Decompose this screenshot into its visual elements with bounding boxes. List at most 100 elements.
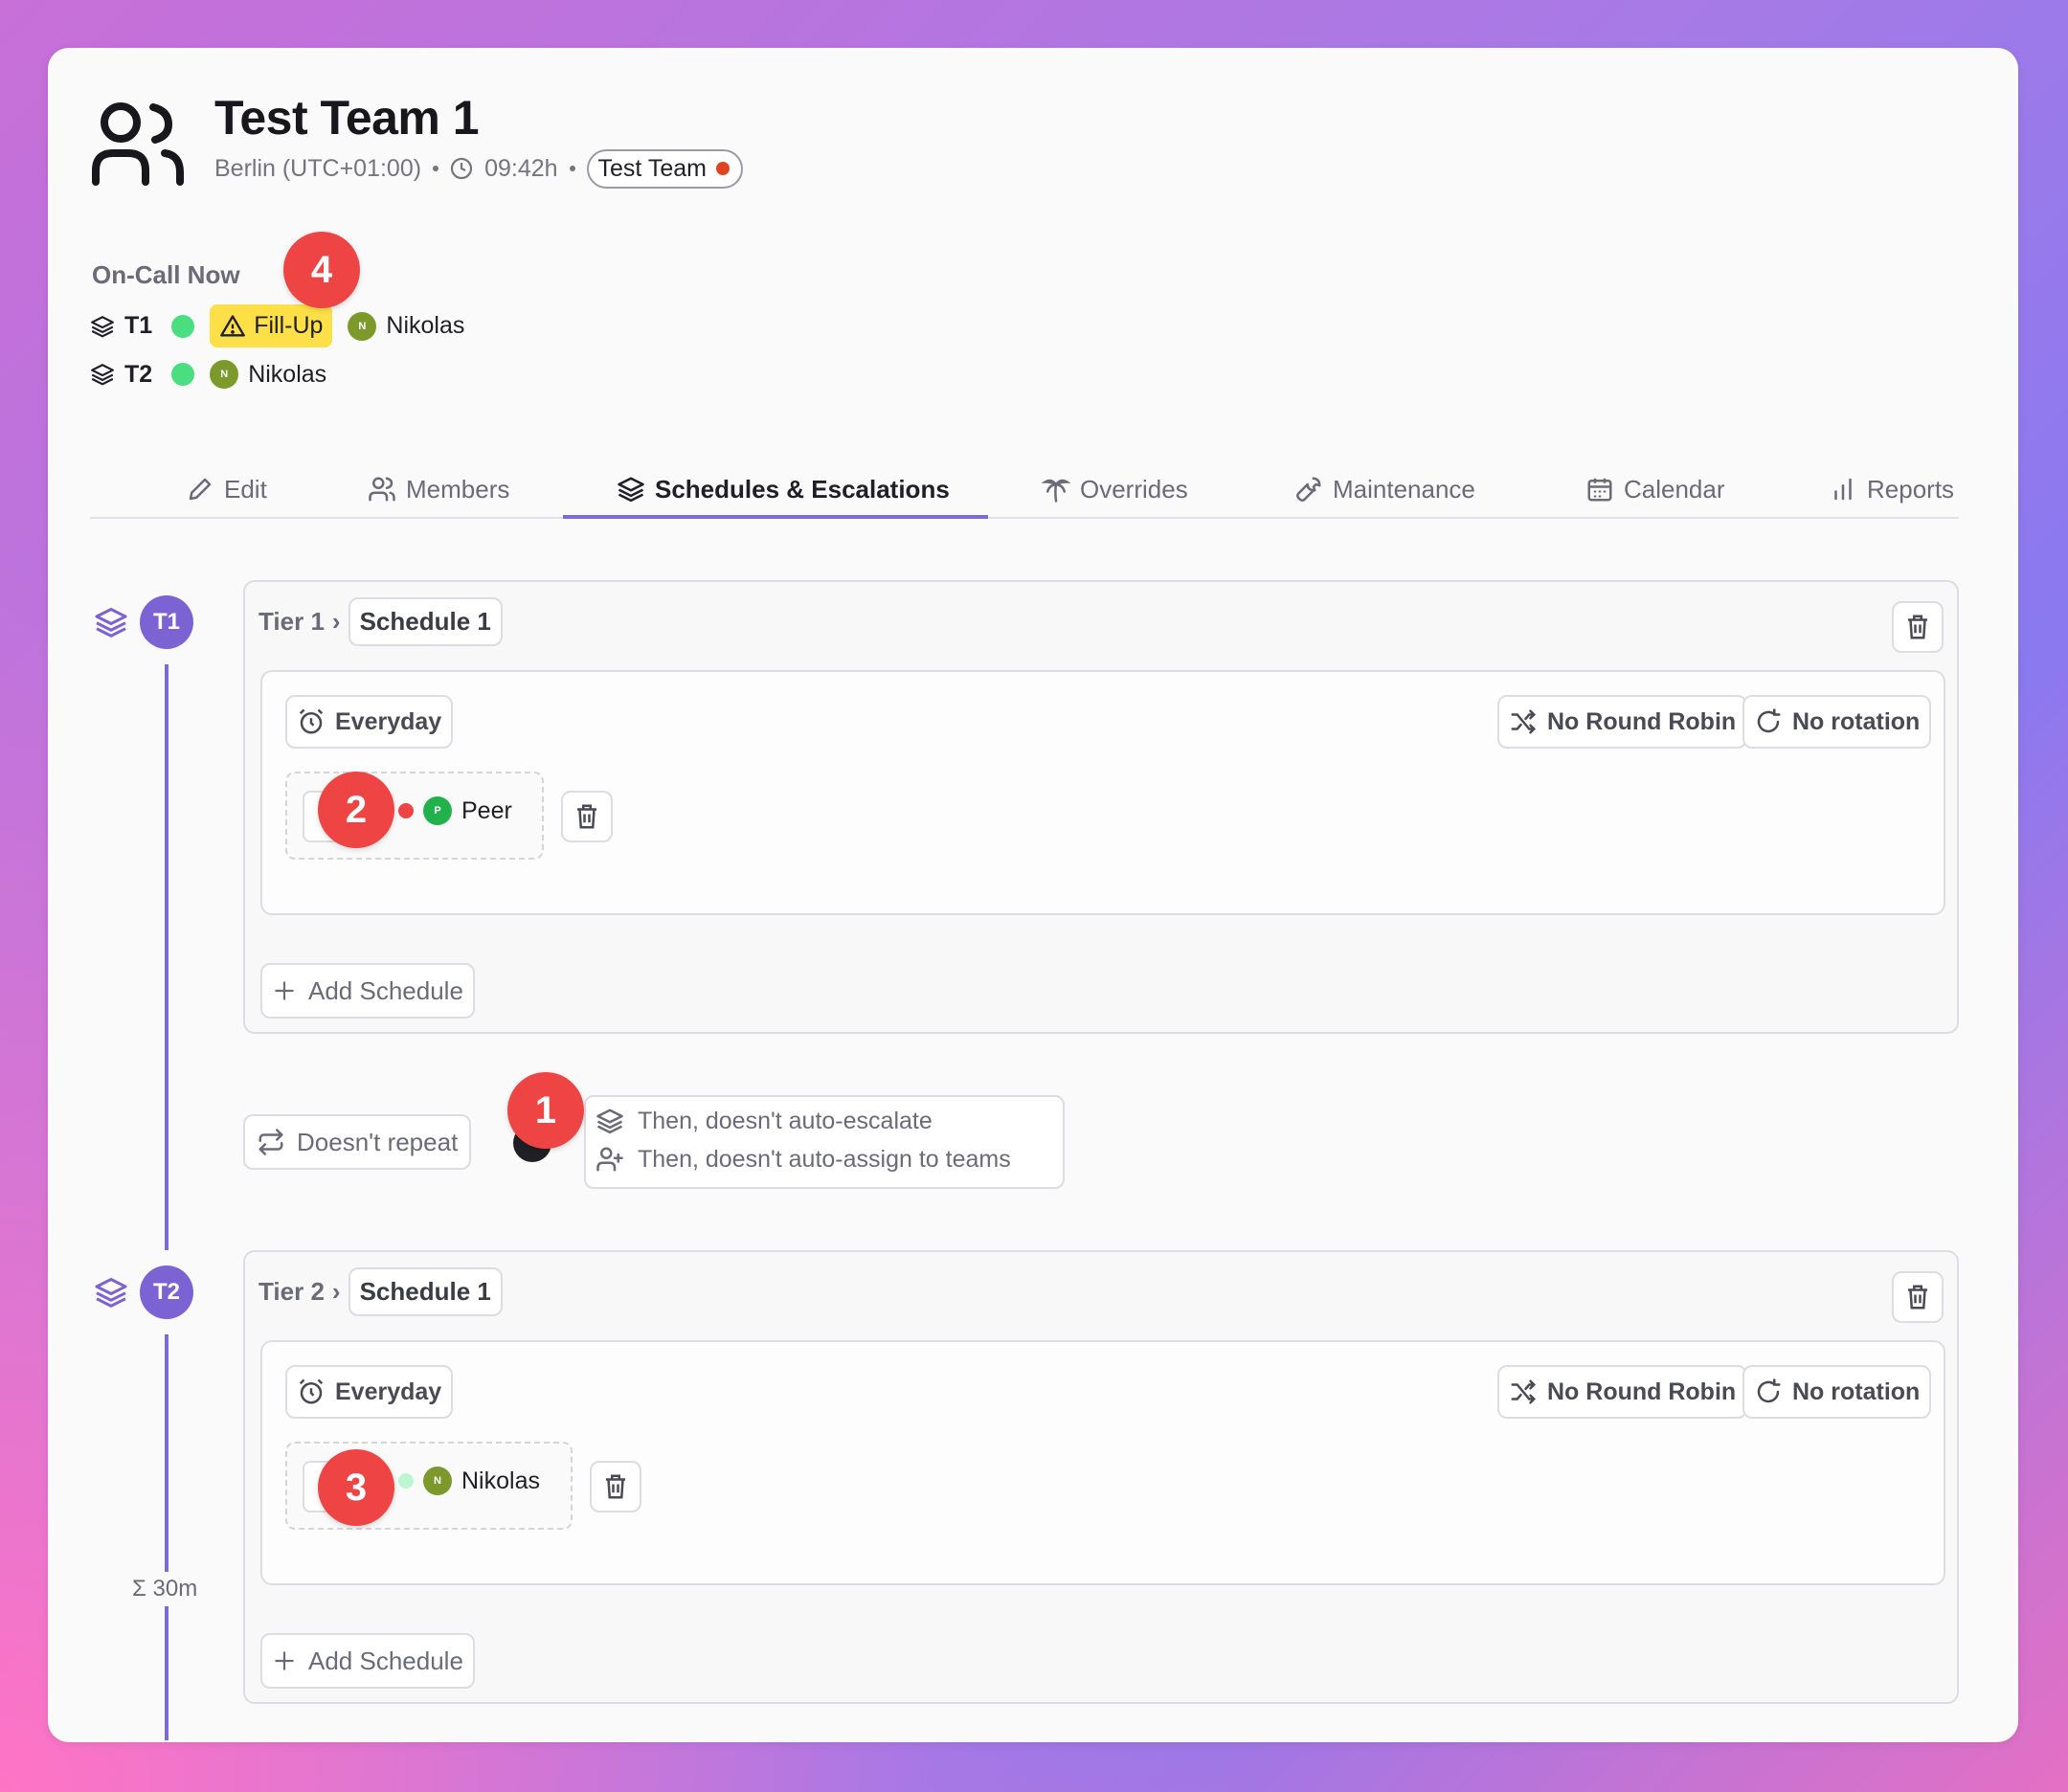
layers-icon (596, 1109, 623, 1134)
annotation-marker-3: 3 (318, 1449, 394, 1526)
rotation-button[interactable]: No rotation (1742, 1365, 1932, 1419)
layers-icon (95, 608, 127, 638)
tier-badge-t2: T2 (140, 1266, 193, 1319)
member-entry[interactable]: N Nikolas (398, 1467, 540, 1495)
repeat-label: Doesn't repeat (297, 1127, 459, 1156)
tab-edit[interactable]: Edit (186, 459, 267, 519)
add-schedule-button[interactable]: Add Schedule (260, 963, 475, 1019)
oncall-tier-name: T2 (124, 360, 153, 388)
chip-label: Everyday (335, 707, 442, 735)
tab-label: Maintenance (1333, 474, 1475, 504)
oncall-row-t2: T2 N Nikolas (90, 360, 326, 389)
member-name: Peer (461, 796, 512, 824)
rotation-button[interactable]: No rotation (1742, 695, 1932, 749)
duration-sum-label: Σ 30m (132, 1572, 198, 1606)
local-time-text: 09:42h (484, 154, 558, 182)
delete-tier-button[interactable] (1892, 601, 1944, 653)
shuffle-icon (1511, 709, 1537, 734)
status-dot (171, 363, 195, 386)
tab-overrides[interactable]: Overrides (1042, 459, 1188, 519)
schedule-name-pill[interactable]: Schedule 1 (348, 597, 503, 646)
oncall-label: On-Call Now (92, 260, 240, 289)
oncall-member-name[interactable]: Nikolas (248, 360, 327, 388)
oncall-member-name[interactable]: Nikolas (386, 312, 465, 339)
assign-text: Then, doesn't auto-assign to teams (638, 1145, 1011, 1173)
timezone-text: Berlin (UTC+01:00) (214, 154, 422, 182)
page-title: Test Team 1 (214, 91, 480, 145)
chip-label: No rotation (1792, 707, 1921, 735)
avatar: N (423, 1467, 452, 1495)
schedule-card: Everyday No Round Robin No rotation N Ni… (260, 1340, 1945, 1585)
add-schedule-label: Add Schedule (308, 975, 463, 1005)
schedule-name-pill[interactable]: Schedule 1 (348, 1267, 503, 1316)
annotation-marker-4: 4 (283, 232, 360, 308)
breadcrumb: Tier 1 › Schedule 1 (258, 597, 503, 646)
tab-members[interactable]: Members (368, 459, 509, 519)
layers-icon (618, 477, 644, 503)
trash-icon (1908, 1285, 1927, 1310)
users-icon (369, 477, 395, 502)
chevron-right-icon: › (331, 1277, 341, 1306)
calendar-icon (1587, 478, 1612, 502)
round-robin-button[interactable]: No Round Robin (1497, 1365, 1748, 1419)
delete-member-button[interactable] (590, 1461, 641, 1512)
separator-dot (569, 166, 575, 171)
tab-calendar[interactable]: Calendar (1585, 459, 1725, 519)
add-schedule-label: Add Schedule (308, 1646, 463, 1675)
trash-icon (606, 1474, 625, 1499)
tab-maintenance[interactable]: Maintenance (1294, 459, 1475, 519)
user-plus-icon (596, 1147, 623, 1172)
annotation-marker-2: 2 (318, 772, 394, 848)
repeat-icon (258, 1129, 283, 1155)
chip-label: Everyday (335, 1378, 442, 1405)
escalation-summary[interactable]: Then, doesn't auto-escalate Then, doesn'… (584, 1095, 1065, 1189)
team-card: Test Team 1 Berlin (UTC+01:00) 09:42h Te… (48, 48, 2018, 1742)
tab-label: Reports (1867, 474, 1955, 504)
tier-1-box: Tier 1 › Schedule 1 Everyday No Round Ro… (243, 580, 1959, 1034)
assign-line: Then, doesn't auto-assign to teams (596, 1145, 1011, 1174)
clock-icon (450, 157, 473, 180)
chip-label: No Round Robin (1547, 1378, 1737, 1405)
team-badge-label: Test Team (597, 154, 708, 182)
everyday-button[interactable]: Everyday (285, 695, 454, 749)
tier-badge-t1: T1 (140, 595, 193, 649)
status-dot (398, 1473, 414, 1489)
member-name: Nikolas (461, 1467, 540, 1494)
repeat-button[interactable]: Doesn't repeat (243, 1114, 472, 1170)
active-tab-indicator (563, 515, 988, 519)
plus-icon (275, 981, 294, 1000)
annotation-marker-1: 1 (507, 1072, 584, 1149)
avatar: N (210, 360, 239, 389)
avatar: N (348, 311, 377, 341)
round-robin-button[interactable]: No Round Robin (1497, 695, 1748, 749)
escalate-text: Then, doesn't auto-escalate (638, 1107, 933, 1134)
wrench-icon (1296, 477, 1321, 502)
member-entry[interactable]: P Peer (398, 796, 512, 825)
trash-icon (1908, 615, 1927, 639)
alarm-clock-icon (299, 708, 324, 734)
tab-bar: Edit Members Schedules & Escalations Ove… (90, 459, 1959, 519)
delete-tier-button[interactable] (1892, 1271, 1944, 1323)
everyday-button[interactable]: Everyday (285, 1365, 454, 1419)
tab-label: Members (406, 474, 510, 504)
timeline-line (165, 1334, 169, 1740)
status-dot (716, 162, 731, 175)
fillup-label: Fill-Up (254, 312, 324, 339)
delete-member-button[interactable] (561, 791, 613, 842)
chevron-right-icon: › (331, 607, 341, 636)
shuffle-icon (1511, 1379, 1537, 1404)
add-schedule-button[interactable]: Add Schedule (260, 1633, 475, 1689)
escalate-line: Then, doesn't auto-escalate (596, 1107, 933, 1135)
timeline-line (165, 664, 169, 1250)
tab-reports[interactable]: Reports (1829, 459, 1954, 519)
tab-label: Overrides (1080, 474, 1188, 504)
team-badge[interactable]: Test Team (586, 148, 744, 189)
tab-label: Calendar (1624, 474, 1725, 504)
oncall-row-t1: T1 Fill-Up N Nikolas (90, 304, 464, 347)
tab-schedules-escalations[interactable]: Schedules & Escalations (617, 459, 950, 519)
fillup-badge[interactable]: Fill-Up (210, 304, 333, 347)
tier-label: Tier 1 (258, 607, 325, 636)
trash-icon (577, 804, 596, 829)
team-users-icon (90, 100, 186, 190)
plus-icon (275, 1651, 294, 1670)
